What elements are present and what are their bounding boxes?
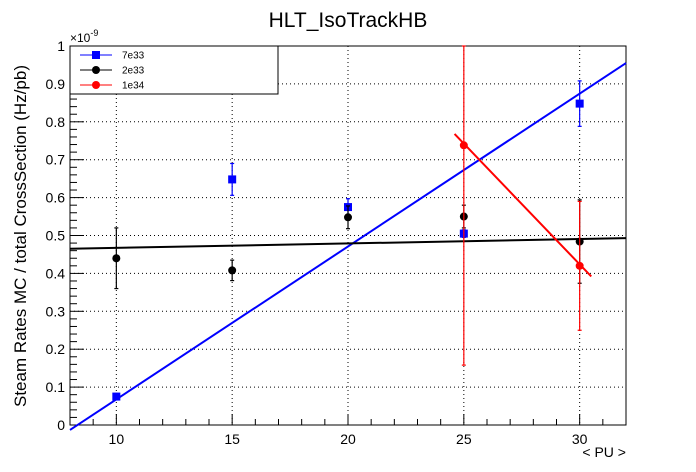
point-2e33	[228, 266, 237, 275]
x-tick-label: 15	[224, 431, 240, 447]
y-tick-label: 0.4	[46, 265, 66, 281]
point-7e33	[112, 392, 121, 401]
y-tick-label: 0.7	[46, 152, 66, 168]
y-tick-label: 0.2	[46, 341, 66, 357]
y-tick-label: 0.9	[46, 76, 66, 92]
y-tick-label: 0.8	[46, 114, 66, 130]
legend-label-7e33: 7e33	[122, 51, 145, 62]
y-tick-label: 0.3	[46, 303, 66, 319]
x-tick-label: 10	[109, 431, 125, 447]
legend: 7e33 2e33 1e34	[69, 45, 279, 95]
y-axis-title: Steam Rates MC / total CrossSection (Hz/…	[11, 65, 30, 407]
point-1e34	[459, 141, 468, 150]
point-7e33	[228, 175, 237, 184]
axis-ticks: 10 15 20 25 30 0 0.1 0.2 0.3 0.4 0.5 0.6 0.7 0.8 0.9 1	[46, 38, 627, 447]
fit-lines	[69, 62, 627, 431]
legend-marker-1e34	[92, 81, 100, 89]
point-2e33	[344, 213, 352, 222]
fit-line-7e33	[69, 62, 627, 431]
legend-marker-7e33	[92, 51, 100, 59]
point-1e34	[575, 261, 584, 270]
legend-label-1e34: 1e34	[122, 81, 145, 92]
y-axis-multiplier: ×10-9	[70, 28, 98, 45]
y-tick-label: 0.1	[46, 379, 66, 395]
point-7e33	[575, 99, 584, 108]
y-tick-label: 0.5	[46, 228, 66, 244]
y-tick-label: 0	[57, 417, 65, 433]
fit-line-2e33	[69, 237, 627, 250]
point-2e33	[112, 254, 121, 263]
y-tick-label: 1	[57, 38, 65, 54]
chart-title: HLT_IsoTrackHB	[269, 9, 428, 32]
fit-line-1e34	[453, 133, 592, 278]
x-tick-label: 25	[456, 431, 472, 447]
y-tick-label: 0.6	[46, 190, 66, 206]
y-axis-exponent: -9	[90, 28, 98, 38]
x-axis-title: < PU >	[582, 444, 626, 460]
x-tick-label: 30	[572, 431, 588, 447]
x-tick-label: 20	[340, 431, 356, 447]
data-points	[112, 45, 584, 401]
legend-label-2e33: 2e33	[122, 66, 145, 77]
legend-marker-2e33	[92, 66, 100, 74]
